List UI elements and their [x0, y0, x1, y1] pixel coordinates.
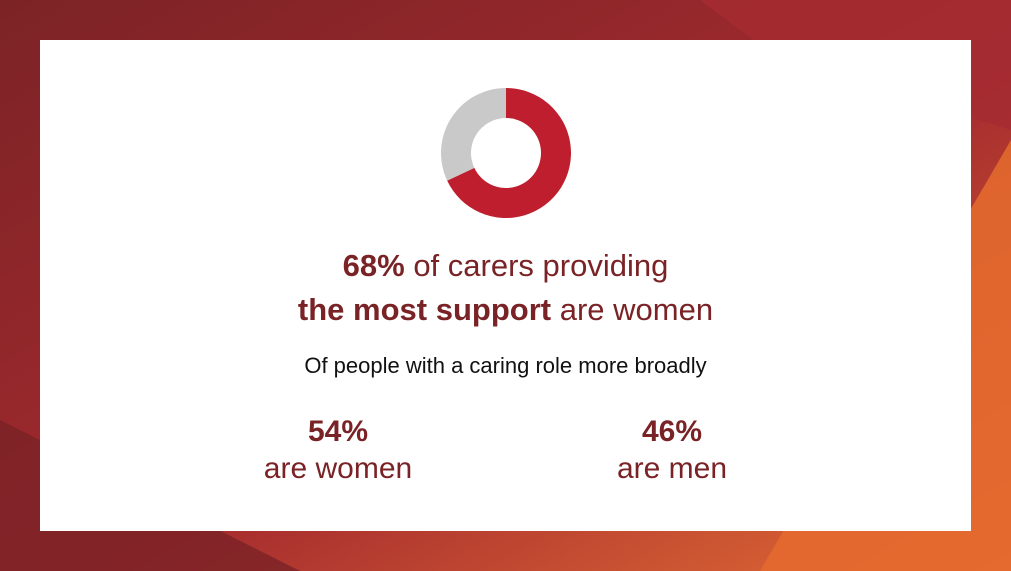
headline-text-2: are women: [551, 292, 714, 327]
donut-slice-1: [441, 88, 506, 181]
donut-slice-0: [447, 88, 571, 218]
headline-highlight-phrase: the most support: [297, 292, 552, 327]
headline-highlight-percent: 68%: [342, 248, 405, 283]
headline-line-1: 68% of carers providing: [40, 247, 971, 285]
stat-men-label: are men: [616, 452, 728, 485]
stat-women: 54% are women: [218, 414, 458, 488]
stat-men-value: 46%: [641, 415, 703, 448]
subtitle: Of people with a caring role more broadl…: [304, 353, 707, 378]
donut-chart: [441, 88, 571, 218]
headline-text-1: of carers providing: [404, 248, 669, 283]
content-card: 68% of carers providing the most support…: [40, 40, 971, 531]
headline-line-2: the most support are women: [40, 291, 971, 329]
stat-men: 46% are men: [552, 414, 792, 488]
stat-women-label: are women: [263, 452, 413, 485]
stat-women-value: 54%: [307, 415, 369, 448]
